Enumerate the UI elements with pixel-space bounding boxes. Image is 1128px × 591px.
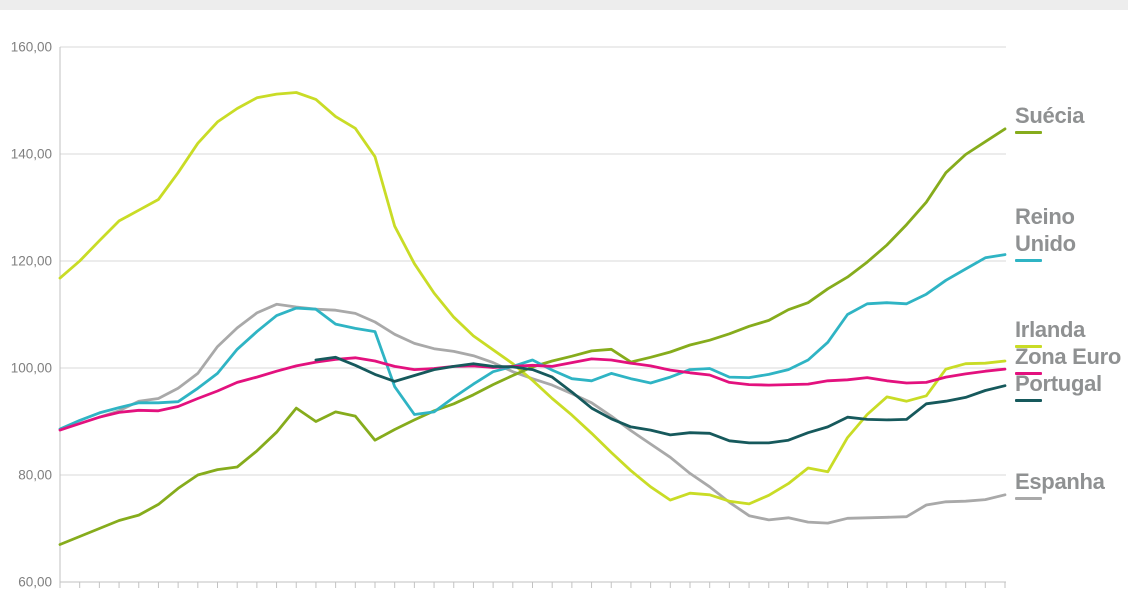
legend-item-suecia: Suécia	[1015, 102, 1084, 134]
y-tick-label: 120,00	[11, 254, 52, 269]
legend-label-suecia: Suécia	[1015, 103, 1085, 128]
legend-label-zona-euro: Zona Euro	[1015, 344, 1122, 369]
series-line-suecia	[58, 127, 1007, 546]
legend-item-zona-euro: Zona Euro	[1015, 343, 1121, 375]
series-line-zona-euro	[58, 356, 1007, 432]
legend-item-portugal: Portugal	[1015, 370, 1102, 402]
series-line-espanha	[98, 302, 1007, 525]
legend-label-espanha: Espanha	[1015, 469, 1105, 494]
legend-item-reino-unido: Reino Unido	[1015, 203, 1087, 262]
legend-item-espanha: Espanha	[1015, 468, 1105, 500]
legend-label-portugal: Portugal	[1015, 371, 1102, 396]
series-line-reino-unido	[58, 253, 1007, 431]
y-tick-label: 140,00	[11, 147, 52, 162]
series-line-portugal	[314, 355, 1007, 445]
top-band	[0, 0, 1128, 10]
y-tick-label: 60,00	[18, 575, 52, 590]
y-tick-label: 160,00	[11, 40, 52, 55]
legend-item-irlanda: Irlanda	[1015, 316, 1085, 348]
legend-label-reino-unido: Reino Unido	[1015, 204, 1076, 256]
legend-swatch-espanha	[1015, 497, 1042, 500]
legend-swatch-zona-euro	[1015, 372, 1042, 375]
y-tick-label: 100,00	[11, 361, 52, 376]
legend-swatch-reino-unido	[1015, 259, 1042, 262]
legend-label-irlanda: Irlanda	[1015, 317, 1086, 342]
series-line-irlanda	[58, 91, 1007, 506]
legend-swatch-irlanda	[1015, 345, 1042, 348]
legend-swatch-portugal	[1015, 399, 1042, 402]
y-tick-label: 80,00	[18, 468, 52, 483]
legend-swatch-suecia	[1015, 131, 1042, 134]
